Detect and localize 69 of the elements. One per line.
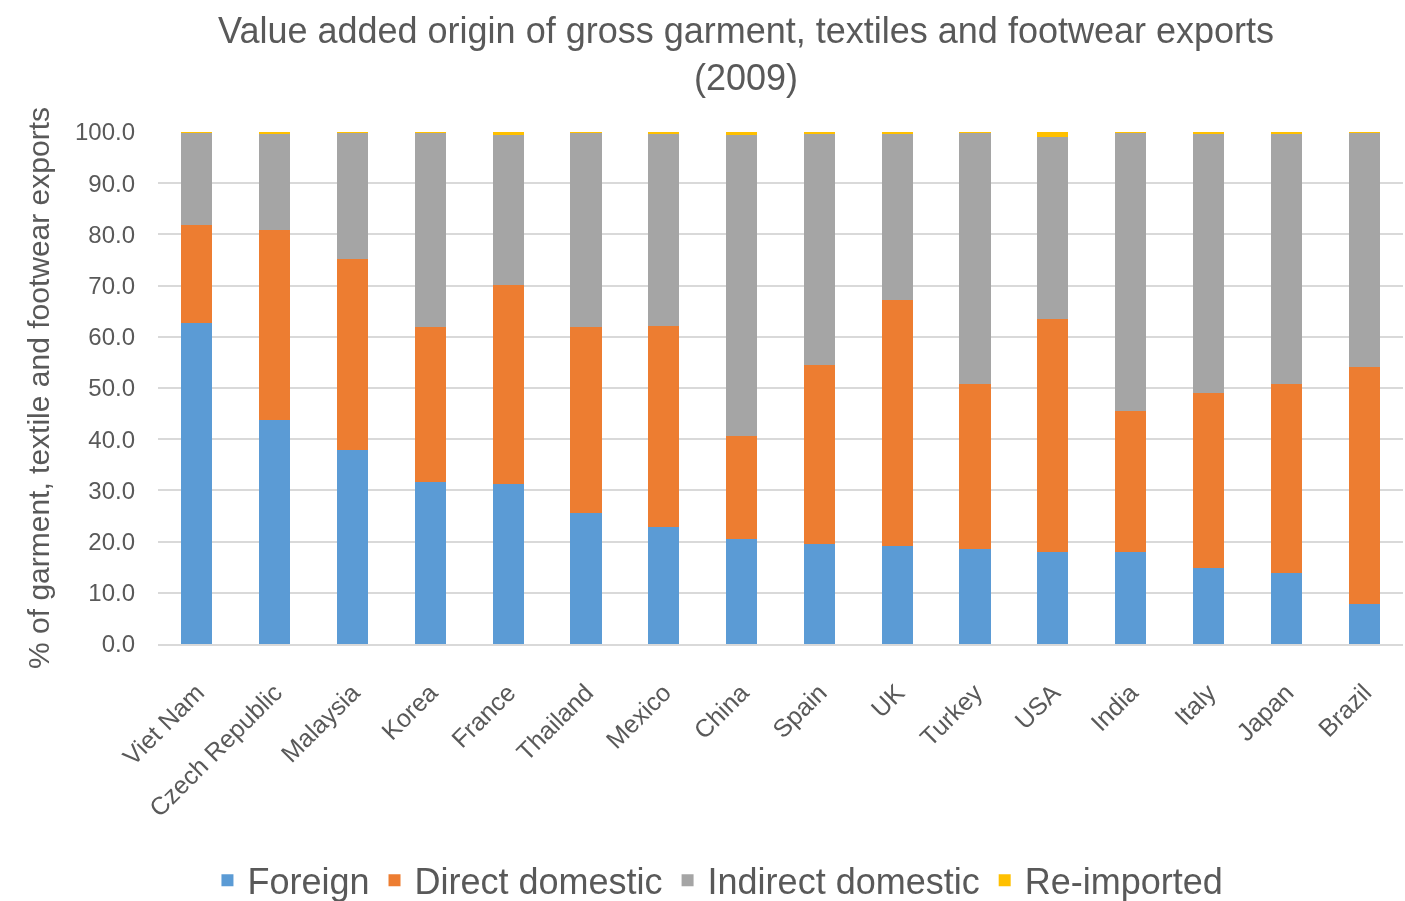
bar (336, 450, 369, 644)
bar (1115, 132, 1147, 411)
y-tick-label: 0.0 (101, 630, 135, 658)
legend-label: Direct domestic (414, 861, 663, 901)
bar (570, 132, 602, 327)
bar (492, 134, 524, 285)
bar (803, 365, 835, 544)
chart-title: Value added origin of gross garment, textiles and footwear exports (2009) (218, 10, 1275, 98)
bar (259, 230, 291, 421)
bar (1037, 132, 1069, 138)
y-tick-label: 40.0 (88, 425, 135, 453)
bar (1348, 132, 1380, 367)
y-tick-label: 70.0 (88, 272, 135, 299)
y-tick-label: 80.0 (88, 220, 135, 248)
bar (1115, 410, 1147, 553)
bar (959, 548, 991, 644)
bar (881, 133, 913, 301)
bar (1192, 133, 1225, 393)
bar (1192, 568, 1225, 644)
bar (259, 133, 291, 231)
bar (1348, 604, 1380, 644)
legend-label: Indirect domestic (707, 861, 980, 901)
bar (959, 384, 991, 549)
bar (181, 224, 213, 324)
bar (881, 300, 913, 547)
bar (803, 543, 835, 644)
bar (1270, 384, 1302, 574)
bar (726, 435, 758, 539)
bar (1348, 366, 1380, 605)
bar (336, 258, 369, 451)
y-tick-label: 90.0 (88, 169, 135, 197)
bar (414, 132, 446, 327)
bar (492, 132, 524, 135)
bar (414, 326, 446, 482)
bar (803, 133, 835, 366)
bar (259, 420, 291, 644)
bar (414, 481, 446, 644)
y-tick-label: 20.0 (88, 528, 135, 555)
y-tick-label: 30.0 (88, 476, 135, 504)
x-tick-label: USA (1009, 677, 1066, 735)
bar (1270, 573, 1302, 644)
bar (1037, 552, 1069, 644)
bar (1037, 319, 1069, 553)
bar (1192, 392, 1225, 569)
x-tick-label: UK (865, 677, 910, 723)
bar (881, 546, 913, 644)
x-tick-label: Italy (1168, 677, 1222, 731)
bar (648, 133, 680, 327)
bar (181, 323, 213, 644)
bar (726, 134, 758, 436)
y-axis-title: % of garment, textile and footwear exports (21, 107, 55, 669)
bar (570, 326, 602, 513)
y-tick-label: 60.0 (88, 323, 135, 351)
bar (492, 484, 524, 644)
y-tick-label: 100.0 (74, 118, 135, 146)
bar (1270, 133, 1302, 385)
bar (959, 132, 991, 385)
bar (726, 132, 758, 135)
y-tick-label: 50.0 (88, 374, 135, 402)
bar (570, 512, 602, 644)
bar (1037, 137, 1069, 320)
y-tick-label: 10.0 (88, 579, 135, 607)
bar (648, 527, 680, 644)
bar (181, 132, 213, 225)
bar (648, 326, 680, 528)
bar (336, 132, 369, 259)
bar (1115, 552, 1147, 644)
bar (726, 538, 758, 644)
bar (492, 284, 524, 485)
